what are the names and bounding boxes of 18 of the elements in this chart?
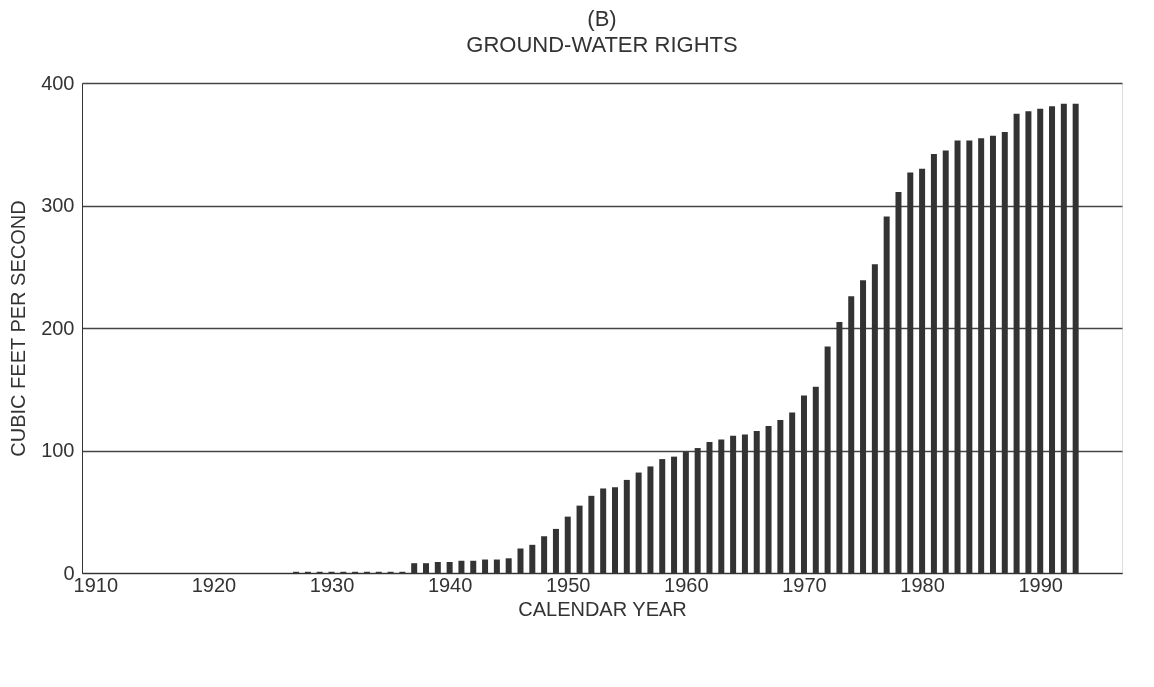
y-tick-label: 200 <box>41 316 75 339</box>
x-tick-label: 1940 <box>427 573 473 596</box>
x-tick-label: 1950 <box>546 573 591 596</box>
y-tick-label: 100 <box>41 439 75 461</box>
x-tick-label: 1970 <box>782 573 827 596</box>
y-tick-label: 300 <box>41 194 75 216</box>
y-axis-title: CUBIC FEET PER SECOND <box>7 200 30 457</box>
x-tick-label: 1920 <box>191 573 237 596</box>
y-tick-label: 0 <box>63 561 75 584</box>
x-tick-label: 1990 <box>1018 573 1063 596</box>
chart-subtitle: GROUND-WATER RIGHTS <box>466 32 738 57</box>
x-tick-label: 1980 <box>900 573 945 596</box>
y-tick-label: 400 <box>41 71 75 94</box>
x-axis-title: CALENDAR YEAR <box>518 597 687 620</box>
x-tick-label: 1910 <box>73 573 119 596</box>
x-tick-label: 1960 <box>664 573 709 596</box>
chart-title: (B) <box>587 6 617 31</box>
x-tick-label: 1930 <box>309 573 355 596</box>
